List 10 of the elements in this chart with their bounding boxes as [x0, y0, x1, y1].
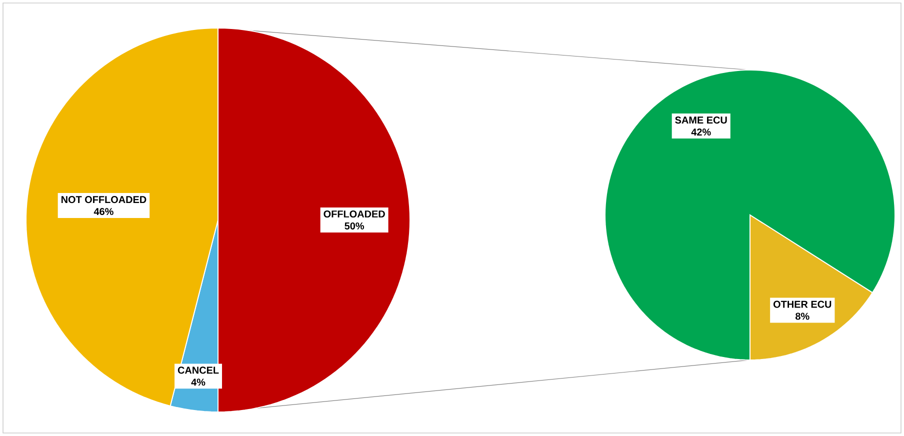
slice-label: OTHER ECU: [773, 300, 832, 308]
slice-label: CANCEL: [178, 366, 219, 374]
slice-label: NOT OFFLOADED: [61, 196, 146, 204]
data-label: 42%: [691, 128, 711, 136]
data-label: 4%: [191, 378, 206, 386]
slice-label: OFFLOADED: [324, 210, 385, 218]
data-label: 8%: [796, 312, 810, 320]
data-label: 46%: [94, 208, 114, 216]
data-label: 50%: [344, 222, 364, 230]
slice-label: SAME ECU: [675, 116, 727, 124]
